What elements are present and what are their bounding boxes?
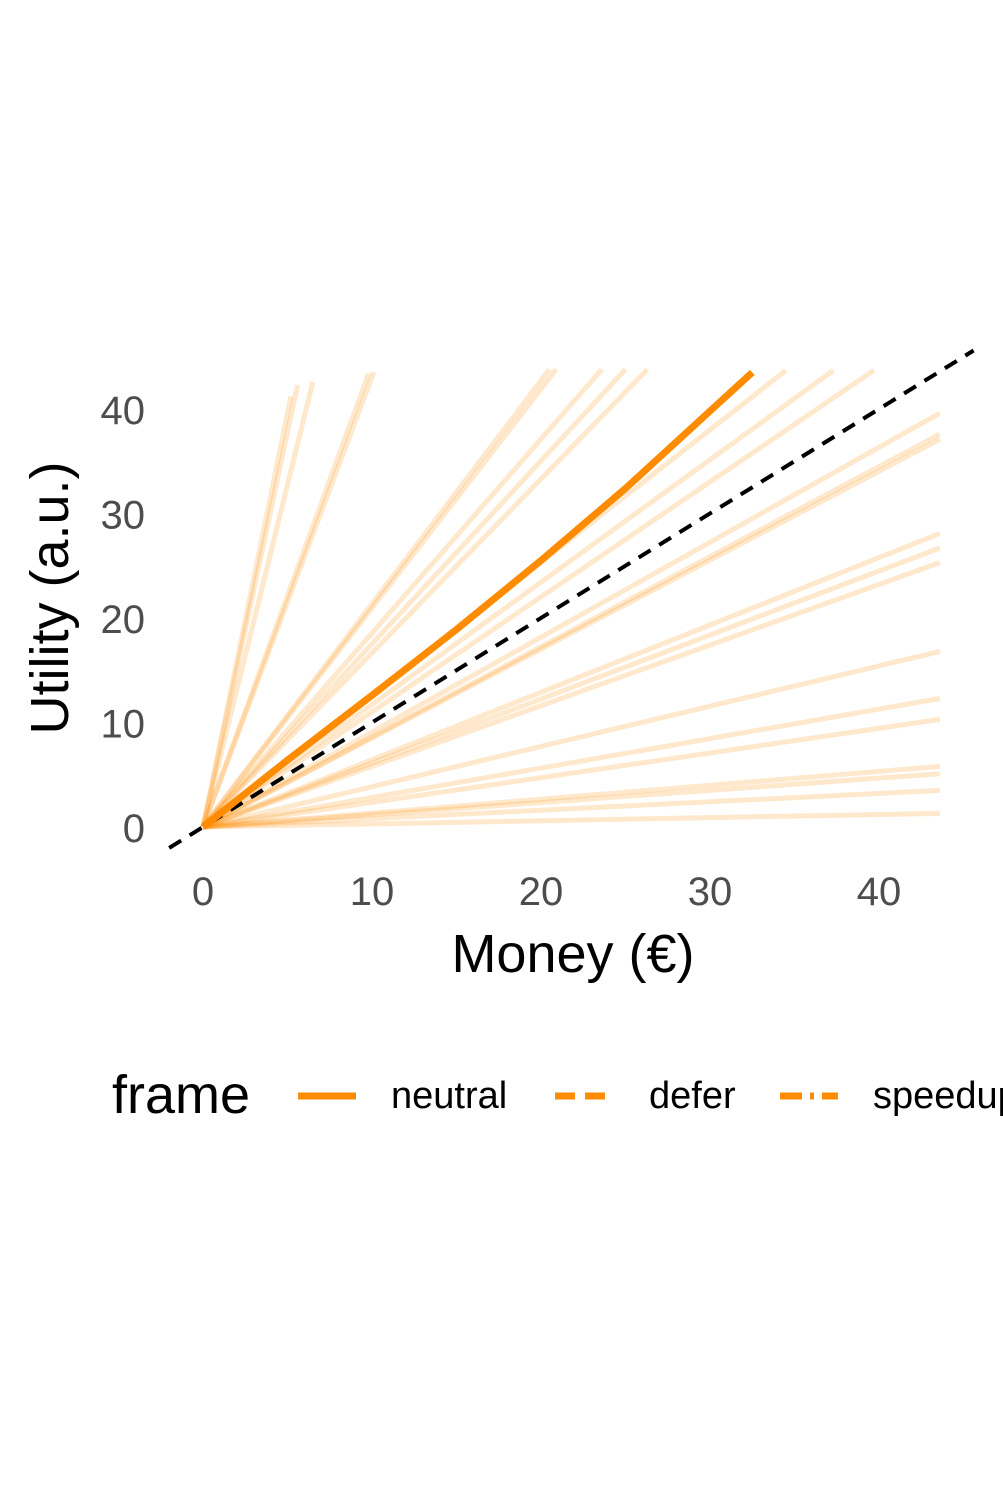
individual-curve-speedup — [201, 367, 559, 829]
legend: frame neutral defer speedup — [112, 1065, 1003, 1125]
identity-reference-line — [168, 348, 975, 850]
individual-curve-speedup — [202, 696, 941, 830]
individual-curve-defer — [201, 437, 941, 830]
y-axis-title: Utility (a.u.) — [20, 461, 80, 734]
individual-curve-defer — [201, 367, 650, 829]
x-tick-label: 40 — [857, 870, 902, 914]
legend-label-speedup: speedup — [873, 1075, 1003, 1117]
individual-curve-defer — [202, 560, 941, 830]
individual-curve-defer — [201, 411, 942, 830]
individual-curve-defer — [201, 368, 876, 830]
x-tick-label: 0 — [192, 870, 214, 914]
legend-label-neutral: neutral — [391, 1075, 507, 1117]
x-axis-ticks: 0 10 20 30 40 — [192, 870, 901, 914]
individual-curve-defer — [202, 531, 941, 830]
individual-curve-defer — [202, 716, 941, 830]
individual-curve-defer — [201, 367, 604, 829]
individual-curve-speedup — [202, 771, 940, 830]
individual-curve-defer — [200, 384, 301, 828]
individual-curve-speedup — [200, 395, 294, 828]
legend-title: frame — [112, 1065, 250, 1125]
individual-curve-speedup — [202, 545, 941, 830]
individual-curve-defer — [202, 787, 940, 830]
legend-label-defer: defer — [649, 1075, 736, 1117]
y-tick-label: 20 — [101, 598, 146, 642]
x-tick-label: 30 — [688, 870, 733, 914]
y-tick-label: 0 — [123, 807, 145, 851]
individual-curve-defer — [202, 648, 941, 830]
individual-curve-speedup — [201, 367, 628, 829]
plot-area — [168, 348, 975, 850]
individual-curve-defer — [201, 367, 552, 829]
individual-curve-speedup — [201, 368, 835, 830]
individual-curve-defer — [200, 381, 316, 828]
x-axis-title: Money (€) — [451, 924, 694, 984]
x-tick-label: 10 — [350, 870, 395, 914]
individual-curve-speedup — [201, 431, 941, 830]
y-tick-label: 10 — [101, 703, 146, 747]
y-tick-label: 40 — [101, 389, 146, 433]
y-axis-ticks: 0 10 20 30 40 — [101, 389, 146, 851]
individual-curve-defer — [202, 763, 941, 830]
individual-curve-speedup — [200, 372, 371, 828]
y-tick-label: 30 — [101, 494, 146, 538]
individual-curve-defer — [202, 810, 940, 830]
individual-curve-defer — [200, 371, 377, 828]
neutral-mean-line — [200, 369, 755, 830]
x-tick-label: 20 — [519, 870, 564, 914]
